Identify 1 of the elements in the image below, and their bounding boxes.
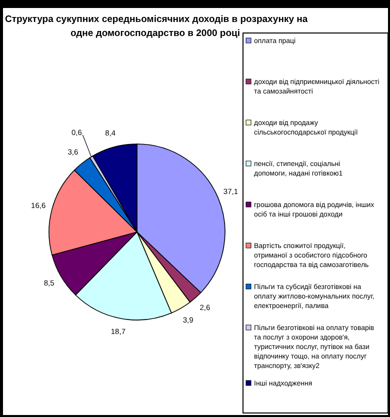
chart-title: Структура сукупних середньомісячних доходів в розрахунку на одне домогосподарство в 2000 році (5, 14, 308, 39)
